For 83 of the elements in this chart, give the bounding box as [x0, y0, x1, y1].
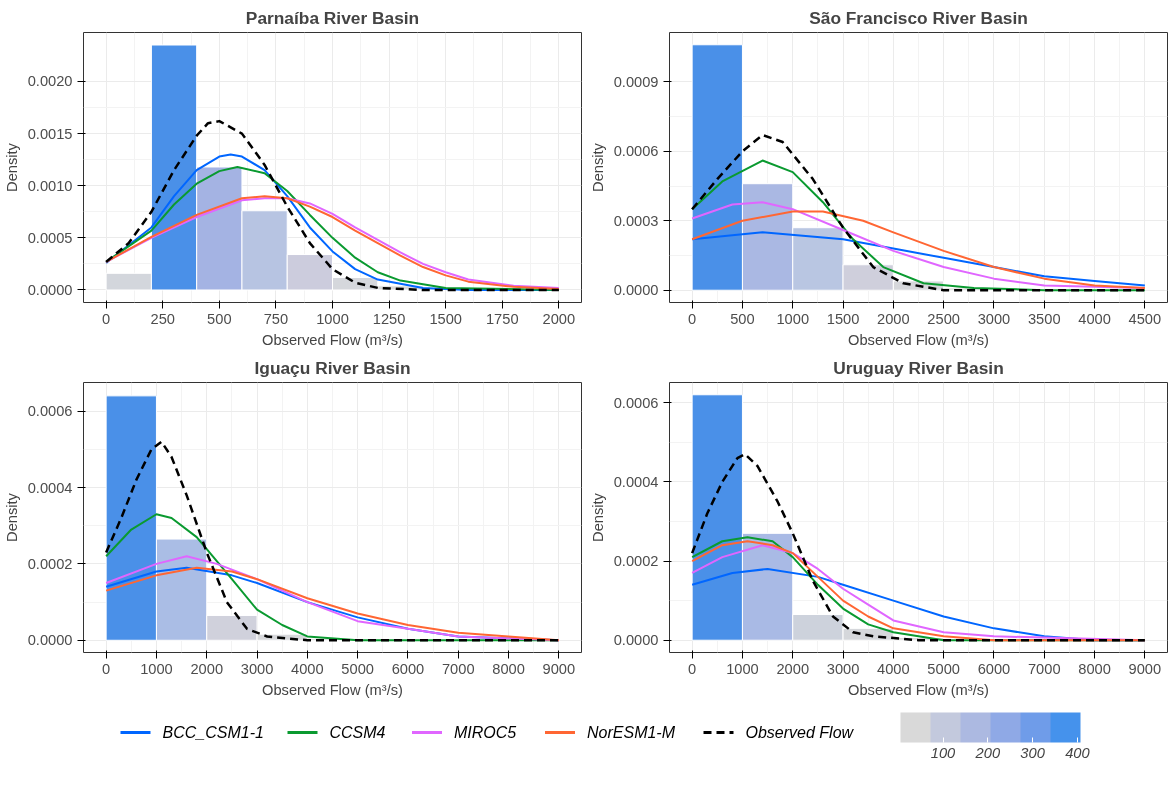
- x-tick-label: 2000: [190, 660, 224, 677]
- x-tick-label: 6000: [977, 660, 1011, 677]
- x-tick-label: 1500: [826, 310, 860, 327]
- x-tick-label: 5000: [927, 660, 960, 677]
- x-tick-label: 4500: [1128, 310, 1162, 327]
- y-tick-label: 0.0004: [613, 473, 659, 490]
- color-bar-label: 100: [930, 744, 957, 761]
- y-tick-label: 0.0006: [613, 394, 659, 411]
- color-bar-label: 300: [1020, 744, 1046, 761]
- y-tick-label: 0.0010: [27, 177, 73, 194]
- y-tick-label: 0.0000: [613, 632, 659, 649]
- x-tick-label: 750: [263, 310, 289, 327]
- x-tick-label: 6000: [391, 660, 425, 677]
- y-tick-label: 0.0002: [27, 555, 73, 572]
- y-tick-label: 0.0009: [613, 73, 659, 90]
- x-tick-label: 1500: [429, 310, 462, 327]
- x-tick-label: 1750: [485, 310, 519, 327]
- y-tick-label: 0.0000: [27, 281, 73, 298]
- chart-title: Iguaçu River Basin: [254, 357, 411, 378]
- x-tick-label: 1250: [372, 310, 406, 327]
- legend-label: CCSM4: [329, 724, 386, 741]
- x-tick-label: 0: [688, 660, 697, 677]
- x-tick-label: 9000: [1128, 660, 1162, 677]
- x-tick-label: 8000: [1078, 660, 1111, 677]
- y-axis-title: Density: [589, 492, 606, 542]
- legend-label: NorESM1-M: [587, 724, 676, 741]
- chart-title: São Francisco River Basin: [809, 7, 1028, 28]
- x-axis-title: Observed Flow (m³/s): [848, 331, 989, 348]
- line-series: [690, 133, 1147, 292]
- x-tick-label: 1000: [316, 310, 349, 327]
- x-tick-label: 9000: [542, 660, 576, 677]
- line-series: [691, 159, 1146, 292]
- x-tick-label: 3000: [826, 660, 860, 677]
- x-tick-label: 4000: [1078, 310, 1111, 327]
- y-axis-title: Density: [3, 142, 20, 192]
- x-tick-label: 500: [207, 310, 232, 327]
- y-axis-title: Density: [3, 492, 20, 542]
- x-tick-label: 2000: [776, 660, 810, 677]
- y-axis-title: Density: [589, 142, 606, 192]
- x-tick-label: 7000: [441, 660, 475, 677]
- line-series: [691, 231, 1146, 287]
- y-tick-label: 0.0015: [27, 125, 73, 142]
- x-tick-label: 1000: [726, 660, 759, 677]
- x-tick-label: 8000: [492, 660, 525, 677]
- y-tick-label: 0.0000: [613, 282, 659, 299]
- x-tick-label: 3500: [1027, 310, 1061, 327]
- y-tick-label: 0.0020: [27, 73, 73, 90]
- y-tick-label: 0.0003: [613, 212, 659, 229]
- y-tick-label: 0.0005: [27, 229, 73, 246]
- x-tick-label: 2500: [927, 310, 960, 327]
- y-tick-label: 0.0004: [27, 479, 73, 496]
- chart-title: Uruguay River Basin: [833, 357, 1004, 378]
- y-tick-label: 0.0006: [613, 143, 659, 160]
- x-tick-label: 250: [150, 310, 175, 327]
- x-tick-label: 3000: [240, 660, 274, 677]
- x-tick-label: 0: [102, 660, 111, 677]
- line-series: [690, 452, 1147, 642]
- y-tick-label: 0.0002: [613, 553, 659, 570]
- x-tick-label: 4000: [877, 660, 910, 677]
- legend-label: MIROC5: [454, 724, 517, 741]
- color-bar-label: 400: [1065, 744, 1091, 761]
- color-bar-label: 200: [974, 744, 1001, 761]
- x-tick-label: 7000: [1027, 660, 1061, 677]
- x-tick-label: 500: [730, 310, 755, 327]
- y-tick-label: 0.0000: [27, 632, 73, 649]
- x-tick-label: 5000: [341, 660, 374, 677]
- x-tick-label: 4000: [291, 660, 324, 677]
- x-tick-label: 0: [688, 310, 697, 327]
- x-axis-title: Observed Flow (m³/s): [848, 681, 989, 698]
- x-axis-title: Observed Flow (m³/s): [262, 681, 403, 698]
- x-axis-title: Observed Flow (m³/s): [262, 331, 403, 348]
- x-tick-label: 1000: [776, 310, 810, 327]
- line-series: [104, 440, 561, 642]
- legend-label: Observed Flow: [745, 724, 855, 741]
- line-series: [104, 119, 561, 292]
- y-tick-label: 0.0006: [27, 403, 73, 420]
- x-tick-label: 1000: [140, 660, 173, 677]
- x-tick-label: 2000: [877, 310, 910, 327]
- chart-title: Parnaíba River Basin: [245, 7, 420, 28]
- x-tick-label: 0: [102, 310, 111, 327]
- x-tick-label: 3000: [977, 310, 1011, 327]
- legend-label: BCC_CSM1-1: [162, 724, 264, 741]
- x-tick-label: 2000: [542, 310, 576, 327]
